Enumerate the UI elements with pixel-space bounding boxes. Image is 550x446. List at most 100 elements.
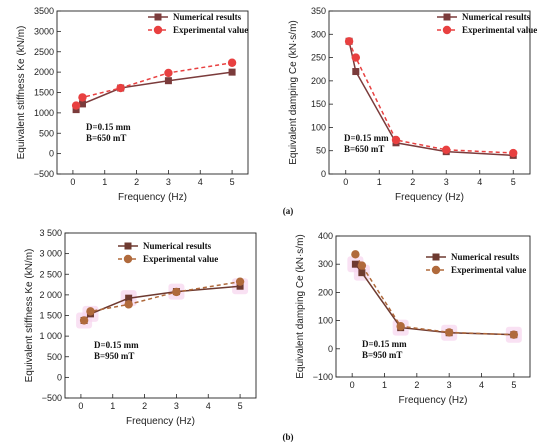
x-tick-label: 3 [447,380,452,390]
x-tick-label: 2 [142,401,147,411]
legend-label: Numerical results [451,252,520,262]
x-tick-label: 0 [350,380,355,390]
x-tick-label: 4 [206,401,211,411]
y-tick-label: 500 [47,352,62,362]
series-numerical [80,282,244,324]
legend-marker [443,13,451,21]
y-tick-label: 0 [57,372,62,382]
data-point [228,68,236,76]
x-tick-label: 4 [198,177,203,187]
x-axis-label: Frequency (Hz) [399,395,468,406]
stiffness-chart-950mt: 0 1 2 3 4 5 −500 0 500 1 000 1 500 2 000 2 500 3 000 3… [24,228,257,427]
series-numerical [72,68,236,114]
y-tick-label: 400 [318,231,333,241]
legend-label: Experimental value [143,254,218,264]
x-axis-label: Frequency (Hz) [395,192,464,203]
legend-marker [124,242,132,250]
annotation-text: B=950 mT [94,351,134,361]
x-tick-label: 5 [511,380,516,390]
y-tick-label: 300 [311,29,326,39]
data-point [509,330,519,339]
series-experimental [79,277,245,325]
y-axis-label: Equivalent damping Ce (kN·s/m) [288,20,299,165]
panel-label-a: (a) [283,206,294,216]
annotation-text: D=0.15 mm [344,133,389,143]
y-tick-label: 200 [311,76,326,86]
data-point [71,101,81,110]
legend-label: Experimental value [451,265,526,275]
y-tick-label: 2 500 [39,269,62,279]
data-point [164,68,173,78]
legend-marker [154,13,162,21]
legend-marker [431,265,441,275]
annotation-text: D=0.15 mm [86,122,131,132]
y-tick-label: 500 [39,128,54,138]
data-point [509,148,518,158]
legend: Numerical results Experimental value [118,241,218,264]
series-line [348,41,514,154]
data-point [86,307,95,316]
y-tick-label: 3000 [34,26,54,36]
y-tick-label: 0 [321,169,326,179]
x-tick-label: 5 [238,401,243,411]
y-tick-label: 0 [49,149,54,159]
data-point [125,294,133,302]
y-tick-label: −500 [34,169,54,179]
data-point [358,269,366,277]
x-axis-label: Frequency (Hz) [126,416,195,427]
x-tick-label: 0 [70,177,75,187]
data-point [79,316,89,325]
y-tick-label: 100 [318,316,333,326]
x-tick-label: 0 [343,177,348,187]
annotation-text: D=0.15 mm [94,340,139,350]
legend-label: Numerical results [173,12,242,22]
damping-chart-950mt: 0 1 2 3 4 5 −100 0 100 200 300 400 Frequency (Hz) Equ… [295,231,531,406]
y-axis-label: Equivalent stiffness Ke (kN/m) [24,249,35,383]
x-axis-label: Frequency (Hz) [118,192,187,203]
data-point [352,68,360,76]
legend-label: Numerical results [462,12,531,22]
stiffness-chart-650mt: 0 1 2 3 4 5 −500 0 500 1000 1500 2000 2500 3000 3500 Fr… [16,6,249,203]
y-tick-label: 200 [318,287,333,297]
y-tick-label: 50 [316,146,326,156]
data-point [351,250,360,259]
data-point [357,261,367,270]
y-tick-label: 1 000 [39,331,62,341]
data-point [444,328,454,337]
x-tick-label: 2 [414,380,419,390]
data-point [78,100,86,108]
annotation-text: B=650 mT [344,144,384,154]
legend-label: Experimental value [173,25,248,35]
plot-frame [328,10,531,175]
data-point [124,300,133,309]
data-point [172,287,181,297]
plot-frame [56,10,249,175]
x-tick-label: 4 [479,380,484,390]
x-tick-label: 0 [78,401,83,411]
x-tick-label: 5 [230,177,235,187]
data-point [351,260,359,268]
annotation-text: B=650 mT [86,133,126,143]
legend: Numerical results Experimental value [426,252,526,275]
x-tick-label: 1 [382,380,387,390]
data-point [227,58,237,67]
data-point [396,322,405,331]
legend-marker [442,25,452,35]
y-tick-label: 350 [311,6,326,16]
y-tick-label: 250 [311,53,326,63]
y-tick-label: −500 [42,393,62,403]
plot-frame [335,235,531,378]
data-point [164,77,172,85]
legend-label: Numerical results [143,241,212,251]
data-point [236,282,244,290]
panel-label-b: (b) [283,432,294,442]
x-tick-label: 5 [511,177,516,187]
x-tick-label: 4 [477,177,482,187]
data-point [116,83,125,93]
y-tick-label: 1500 [34,88,54,98]
y-tick-label: 150 [311,99,326,109]
x-tick-label: 2 [134,177,139,187]
legend: Numerical results Experimental value [148,12,248,35]
